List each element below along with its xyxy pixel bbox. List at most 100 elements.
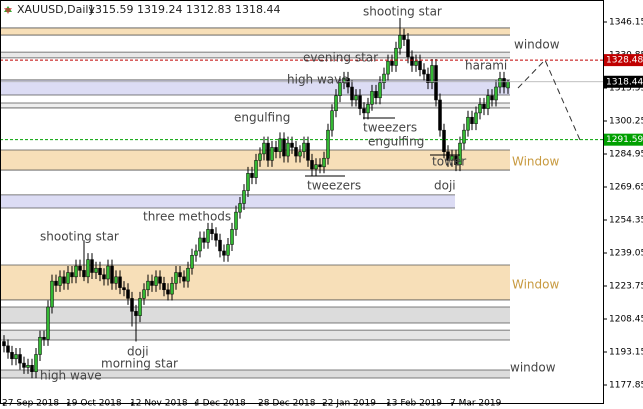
pattern-label: tweezers	[363, 121, 417, 135]
candle-body	[166, 289, 170, 295]
candle-body	[306, 142, 310, 161]
candle-body	[442, 129, 446, 152]
candle-body	[446, 151, 450, 161]
candle-body	[70, 272, 74, 278]
price-zone	[0, 370, 510, 378]
pattern-label: morning star	[101, 357, 178, 371]
candle-body	[10, 352, 14, 360]
candle-body	[426, 73, 430, 83]
y-tick-label: 1208.45	[609, 315, 643, 325]
candle-body	[322, 157, 326, 168]
candle-body	[410, 56, 414, 66]
candle-body	[302, 142, 306, 152]
candle-body	[390, 60, 394, 66]
candle-body	[226, 244, 230, 256]
candle-body	[438, 99, 442, 131]
price-zone	[0, 307, 510, 323]
candle-body	[126, 289, 130, 299]
pattern-label: doji	[434, 179, 456, 193]
candle-body	[298, 151, 302, 157]
zones	[0, 27, 510, 379]
title-high: 1319.24	[137, 3, 183, 16]
candle-body	[402, 35, 406, 40]
candle-body	[350, 86, 354, 101]
price-zone	[0, 194, 455, 209]
candle-body	[398, 35, 402, 49]
pattern-label: engulfing	[234, 111, 290, 125]
candle-body	[66, 272, 70, 284]
candle-body	[362, 108, 366, 114]
candle-body	[106, 265, 110, 280]
candle-body	[122, 287, 126, 291]
candle-body	[262, 142, 266, 155]
candle-body	[94, 267, 98, 273]
candle-body	[174, 272, 178, 284]
y-tick-label: 1223.75	[609, 282, 643, 292]
candle-body	[386, 60, 390, 75]
candle-body	[274, 147, 278, 152]
candle-body	[414, 60, 418, 66]
pattern-label: shooting star	[363, 5, 442, 19]
candle-body	[374, 91, 378, 99]
pattern-label: high wave	[40, 369, 102, 383]
candle-body	[218, 239, 222, 252]
y-tick-label: 1254.35	[609, 216, 643, 226]
candle-body	[198, 237, 202, 252]
candle-body	[34, 354, 38, 372]
pattern-label: shooting star	[40, 230, 119, 244]
price-box-label: 1318.44	[606, 77, 643, 87]
candle-body	[186, 267, 190, 282]
candle-body	[270, 147, 274, 161]
candle-body	[54, 280, 58, 286]
y-tick-label: 1284.95	[609, 150, 643, 160]
candle-body	[214, 233, 218, 241]
candle-body	[486, 95, 490, 109]
y-tick-label: 1193.15	[609, 348, 643, 358]
candle-body	[354, 95, 358, 101]
price-zone	[0, 79, 510, 96]
candle-body	[30, 365, 34, 372]
candle-body	[258, 153, 262, 161]
pattern-label: Window	[512, 278, 560, 292]
candle-body	[78, 265, 82, 271]
pattern-label: harami	[465, 59, 507, 73]
pattern-label: window	[514, 38, 560, 52]
candle-body	[370, 91, 374, 105]
candle-body	[14, 354, 18, 360]
candle-body	[482, 104, 486, 109]
candle-body	[202, 237, 206, 243]
candle-body	[46, 306, 50, 340]
candle-body	[506, 81, 510, 89]
candle-body	[6, 345, 10, 353]
candle-body	[238, 203, 242, 213]
pattern-label: Window	[512, 155, 560, 169]
candle-body	[154, 276, 158, 286]
price-box-label: 1291.59	[606, 135, 643, 145]
candle-body	[466, 116, 470, 131]
candle-body	[382, 73, 386, 83]
candle-body	[230, 229, 234, 245]
candle-body	[282, 138, 286, 157]
candle-body	[102, 274, 106, 280]
y-tick-label: 1177.85	[609, 381, 643, 391]
title-open: 1315.59	[88, 3, 134, 16]
pattern-label: window	[510, 361, 556, 375]
price-zone	[0, 102, 510, 108]
candle-body	[58, 276, 62, 286]
candle-body	[474, 112, 478, 124]
candle-body	[394, 47, 398, 66]
candle-body	[430, 65, 434, 83]
y-tick-label: 1239.05	[609, 249, 643, 259]
candle-body	[458, 142, 462, 165]
title-icon	[4, 6, 12, 14]
y-tick-label: 1269.65	[609, 183, 643, 193]
y-tick-label: 1315.55	[609, 84, 643, 94]
candle-body	[358, 95, 362, 109]
candle-body	[146, 280, 150, 291]
overlay: 1328.48 1291.59 1318.44 shooting star evenin…	[0, 5, 643, 383]
candle-body	[502, 78, 506, 88]
candle-body	[318, 164, 322, 168]
candle-body	[22, 362, 26, 368]
candle-body	[266, 142, 270, 161]
